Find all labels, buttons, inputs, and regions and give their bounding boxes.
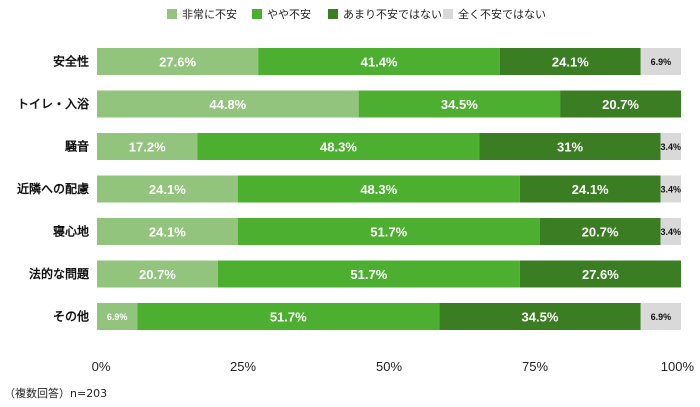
x-tick-label: 25% <box>230 359 256 374</box>
x-tick-label: 100% <box>661 359 695 374</box>
data-label: 3.4% <box>661 227 682 237</box>
data-label: 24.1% <box>552 55 589 70</box>
data-labels: 27.6% 41.4% 24.1% 6.9% 44.8% 34.5% 20.7% 17.2% 4… <box>107 55 681 325</box>
x-tick-label: 0% <box>92 359 111 374</box>
bar-segment <box>97 303 138 330</box>
data-label: 51.7% <box>370 225 407 240</box>
legend-label-series-2: やや不安 <box>267 7 311 21</box>
data-label: 41.4% <box>361 55 398 70</box>
data-label: 17.2% <box>129 140 166 155</box>
bar-segment <box>217 260 520 288</box>
bar-segment <box>97 48 259 75</box>
data-label: 24.1% <box>572 182 609 197</box>
bar-segment <box>660 175 681 203</box>
category-label: その他 <box>53 309 89 324</box>
x-tick-label: 50% <box>376 359 402 374</box>
bar-segment <box>640 48 681 75</box>
legend-swatch-series-1 <box>167 9 177 19</box>
legend-swatch-series-2 <box>252 9 262 19</box>
data-label: 6.9% <box>651 312 672 322</box>
data-label: 27.6% <box>159 55 196 70</box>
legend-label-series-3: あまり不安ではない <box>343 7 442 21</box>
category-label: 騒音 <box>64 139 89 154</box>
data-label: 6.9% <box>651 57 672 67</box>
bar-segment <box>137 303 440 330</box>
data-label: 48.3% <box>320 140 357 155</box>
category-label: 法的な問題 <box>29 266 90 281</box>
data-label: 27.6% <box>582 267 619 282</box>
data-label: 34.5% <box>522 310 559 325</box>
data-label: 3.4% <box>661 142 682 152</box>
x-tick-label: 75% <box>522 359 548 374</box>
bar-segment <box>97 175 238 203</box>
bar-segment <box>237 218 540 245</box>
data-label: 20.7% <box>582 225 619 240</box>
data-label: 44.8% <box>209 97 246 112</box>
bar-segment <box>97 218 238 245</box>
bar-segment <box>97 260 218 288</box>
data-label: 6.9% <box>107 312 128 322</box>
data-label: 3.4% <box>661 185 682 195</box>
bar-segment <box>499 48 641 75</box>
footnote: （複数回答）n=203 <box>4 386 107 400</box>
bar-segment <box>640 303 681 330</box>
data-label: 48.3% <box>360 182 397 197</box>
category-label: 寝心地 <box>53 224 89 239</box>
bar-segment <box>519 260 681 288</box>
bar-segment <box>660 133 681 160</box>
bar-segment <box>519 175 661 203</box>
bar-segment <box>358 90 561 118</box>
bar-segment <box>97 133 198 160</box>
data-label: 24.1% <box>149 182 186 197</box>
bar-segment <box>258 48 500 75</box>
bar-segment <box>197 133 480 160</box>
bar-segment <box>560 90 681 118</box>
category-label: 安全性 <box>53 54 89 69</box>
data-label: 24.1% <box>149 225 186 240</box>
data-label: 51.7% <box>270 310 307 325</box>
legend-label-series-1: 非常に不安 <box>182 7 237 21</box>
bar-segment <box>439 303 641 330</box>
bar-segment <box>539 218 661 245</box>
bar-segment <box>660 218 681 245</box>
legend-swatch-series-4 <box>443 9 453 19</box>
data-label: 20.7% <box>602 97 639 112</box>
bar-segment <box>237 175 520 203</box>
category-label: トイレ・入浴 <box>17 96 90 111</box>
data-label: 20.7% <box>139 267 176 282</box>
x-axis: 0% 25% 50% 75% 100% <box>92 359 695 374</box>
legend-swatch-series-3 <box>328 9 338 19</box>
data-label: 51.7% <box>350 267 387 282</box>
bar-segment <box>479 133 661 160</box>
data-label: 34.5% <box>441 97 478 112</box>
legend-label-series-4: 全く不安ではない <box>458 7 546 21</box>
category-label: 近隣への配慮 <box>17 181 89 196</box>
bar-segment <box>97 90 359 118</box>
data-label: 31% <box>557 140 583 155</box>
legend: 非常に不安 やや不安 あまり不安ではない 全く不安ではない <box>167 7 546 21</box>
bars <box>97 48 681 330</box>
